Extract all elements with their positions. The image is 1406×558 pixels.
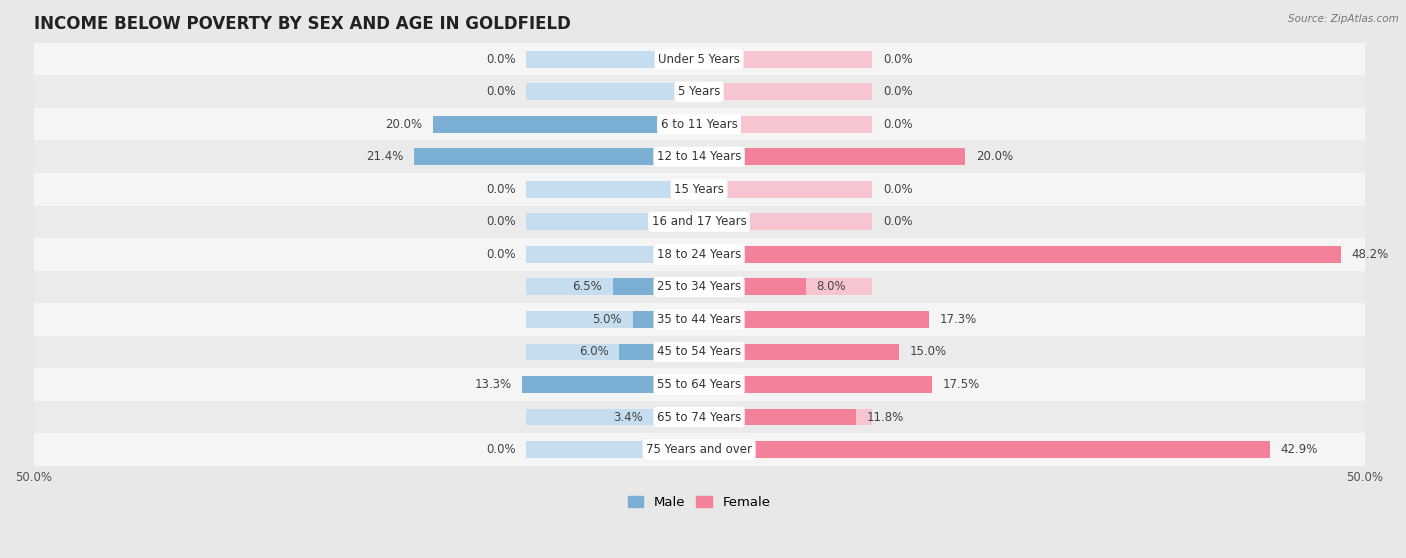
Bar: [526, 51, 699, 68]
Text: 6 to 11 Years: 6 to 11 Years: [661, 118, 738, 131]
Bar: [699, 344, 872, 360]
Bar: [699, 148, 872, 165]
Text: 5 Years: 5 Years: [678, 85, 720, 98]
Text: 12 to 14 Years: 12 to 14 Years: [657, 150, 741, 163]
Text: Under 5 Years: Under 5 Years: [658, 52, 740, 66]
Bar: [633, 311, 699, 328]
Bar: [699, 181, 872, 198]
Text: 25 to 34 Years: 25 to 34 Years: [657, 281, 741, 294]
Bar: [699, 246, 1341, 263]
Bar: [699, 148, 966, 165]
Text: 17.5%: 17.5%: [942, 378, 980, 391]
Text: 15 Years: 15 Years: [673, 183, 724, 196]
Bar: [699, 441, 1270, 458]
Text: 21.4%: 21.4%: [366, 150, 404, 163]
Bar: [699, 213, 872, 230]
Bar: [415, 148, 699, 165]
Text: 0.0%: 0.0%: [883, 215, 912, 228]
Bar: [699, 246, 872, 263]
Text: 18 to 24 Years: 18 to 24 Years: [657, 248, 741, 261]
Text: 42.9%: 42.9%: [1281, 443, 1319, 456]
Bar: [34, 303, 1365, 336]
Text: 0.0%: 0.0%: [485, 183, 516, 196]
Bar: [34, 141, 1365, 173]
Bar: [699, 278, 806, 295]
Text: 65 to 74 Years: 65 to 74 Years: [657, 411, 741, 424]
Text: 20.0%: 20.0%: [385, 118, 422, 131]
Bar: [699, 376, 932, 393]
Text: 5.0%: 5.0%: [592, 313, 621, 326]
Bar: [619, 344, 699, 360]
Bar: [654, 408, 699, 426]
Bar: [34, 434, 1365, 466]
Text: 45 to 54 Years: 45 to 54 Years: [657, 345, 741, 358]
Bar: [699, 311, 929, 328]
Bar: [699, 344, 898, 360]
Text: 0.0%: 0.0%: [485, 85, 516, 98]
Text: 3.4%: 3.4%: [613, 411, 643, 424]
Bar: [613, 278, 699, 295]
Bar: [526, 181, 699, 198]
Text: 0.0%: 0.0%: [485, 248, 516, 261]
Text: 0.0%: 0.0%: [883, 183, 912, 196]
Bar: [526, 311, 699, 328]
Bar: [34, 401, 1365, 434]
Bar: [526, 213, 699, 230]
Bar: [526, 408, 699, 426]
Bar: [699, 408, 856, 426]
Bar: [34, 336, 1365, 368]
Text: 55 to 64 Years: 55 to 64 Years: [657, 378, 741, 391]
Bar: [526, 83, 699, 100]
Bar: [34, 205, 1365, 238]
Bar: [34, 271, 1365, 303]
Text: INCOME BELOW POVERTY BY SEX AND AGE IN GOLDFIELD: INCOME BELOW POVERTY BY SEX AND AGE IN G…: [34, 15, 571, 33]
Bar: [699, 408, 872, 426]
Text: Source: ZipAtlas.com: Source: ZipAtlas.com: [1288, 14, 1399, 24]
Bar: [699, 376, 872, 393]
Bar: [699, 51, 872, 68]
Bar: [526, 278, 699, 295]
Bar: [34, 43, 1365, 75]
Bar: [526, 246, 699, 263]
Bar: [526, 376, 699, 393]
Bar: [699, 116, 872, 133]
Bar: [526, 116, 699, 133]
Bar: [699, 441, 872, 458]
Text: 35 to 44 Years: 35 to 44 Years: [657, 313, 741, 326]
Bar: [34, 368, 1365, 401]
Text: 20.0%: 20.0%: [976, 150, 1014, 163]
Legend: Male, Female: Male, Female: [623, 490, 776, 514]
Bar: [699, 278, 872, 295]
Bar: [34, 173, 1365, 205]
Bar: [433, 116, 699, 133]
Bar: [34, 75, 1365, 108]
Text: 0.0%: 0.0%: [883, 118, 912, 131]
Text: 6.0%: 6.0%: [579, 345, 609, 358]
Text: 48.2%: 48.2%: [1351, 248, 1389, 261]
Text: 75 Years and over: 75 Years and over: [647, 443, 752, 456]
Text: 17.3%: 17.3%: [941, 313, 977, 326]
Text: 6.5%: 6.5%: [572, 281, 602, 294]
Text: 8.0%: 8.0%: [817, 281, 846, 294]
Text: 0.0%: 0.0%: [883, 52, 912, 66]
Bar: [526, 148, 699, 165]
Bar: [34, 108, 1365, 141]
Text: 11.8%: 11.8%: [866, 411, 904, 424]
Text: 0.0%: 0.0%: [485, 443, 516, 456]
Text: 13.3%: 13.3%: [474, 378, 512, 391]
Text: 0.0%: 0.0%: [485, 52, 516, 66]
Text: 0.0%: 0.0%: [883, 85, 912, 98]
Text: 16 and 17 Years: 16 and 17 Years: [652, 215, 747, 228]
Bar: [699, 83, 872, 100]
Bar: [526, 441, 699, 458]
Text: 0.0%: 0.0%: [485, 215, 516, 228]
Text: 15.0%: 15.0%: [910, 345, 946, 358]
Bar: [522, 376, 699, 393]
Bar: [699, 311, 872, 328]
Bar: [526, 344, 699, 360]
Bar: [34, 238, 1365, 271]
